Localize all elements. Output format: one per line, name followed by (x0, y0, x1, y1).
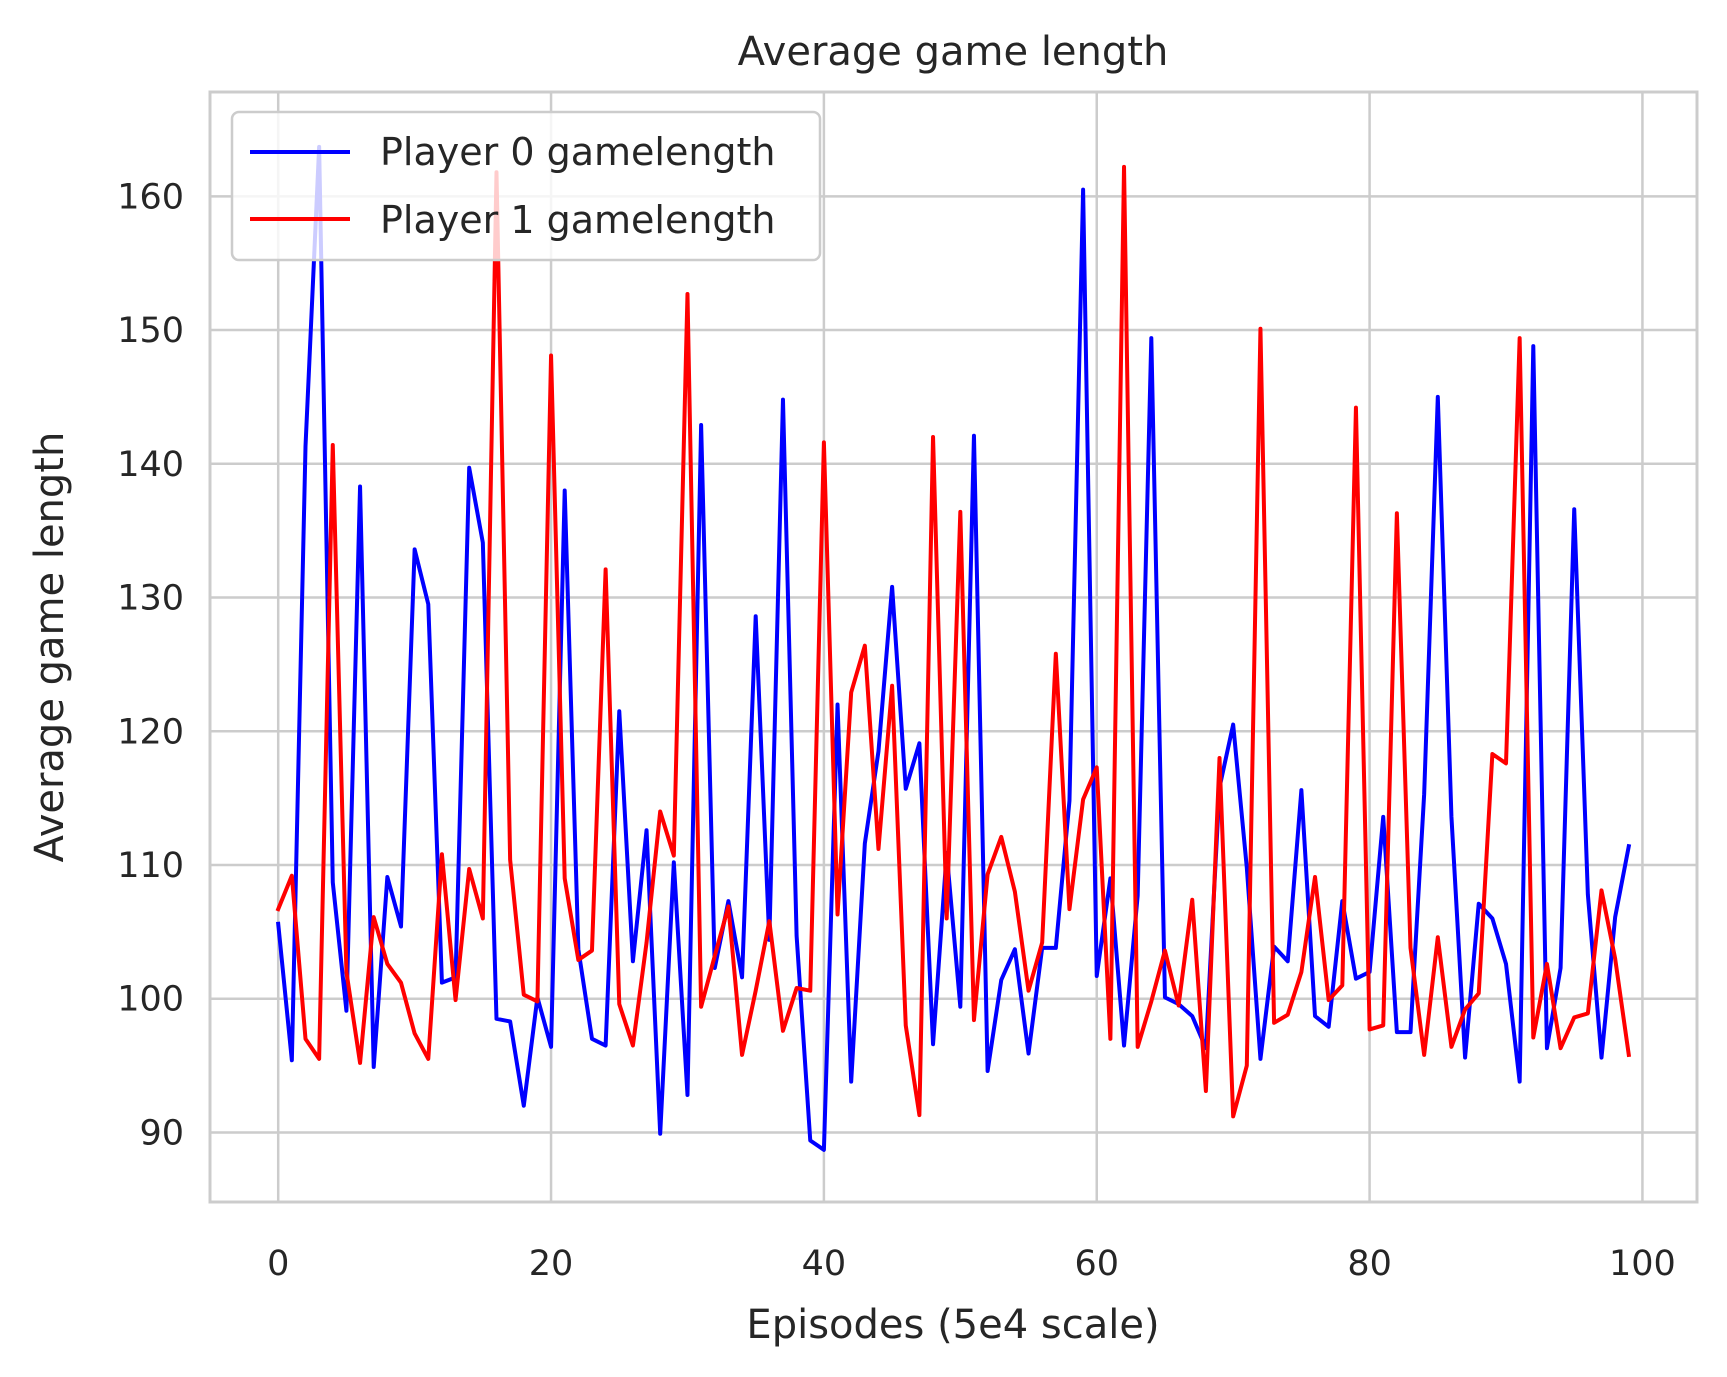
x-tick-labels: 0 20 40 60 80 100 (267, 1244, 1676, 1284)
series-lines (275, 144, 1632, 1152)
y-tick-label: 90 (139, 1113, 184, 1153)
series-line-player-0 (276, 144, 1632, 1152)
y-tick-labels: 90 100 110 120 130 140 150 160 (117, 177, 184, 1153)
series-line-player-1 (275, 164, 1632, 1119)
legend-box (230, 110, 822, 262)
x-tick-label: 0 (267, 1244, 289, 1284)
x-tick-label: 80 (1347, 1244, 1392, 1284)
legend-label-player-1: Player 1 gamelength (380, 198, 776, 242)
x-tick-label: 40 (802, 1244, 847, 1284)
legend-label-player-0: Player 0 gamelength (380, 130, 776, 174)
plot-frame (208, 90, 1699, 1204)
grid (210, 92, 1697, 1202)
y-tick-label: 120 (117, 712, 184, 752)
chart-title: Average game length (738, 29, 1169, 75)
y-tick-label: 160 (117, 177, 184, 217)
x-axis-label: Episodes (5e4 scale) (746, 1302, 1159, 1348)
y-tick-label: 150 (117, 311, 184, 351)
x-tick-label: 60 (1074, 1244, 1119, 1284)
y-tick-label: 130 (117, 579, 184, 619)
x-tick-label: 20 (529, 1244, 574, 1284)
y-tick-label: 110 (117, 846, 184, 886)
y-tick-label: 100 (117, 980, 184, 1020)
y-axis-label: Average game length (27, 432, 73, 863)
x-tick-label: 100 (1609, 1244, 1676, 1284)
legend: Player 0 gamelength Player 1 gamelength (230, 110, 822, 262)
y-tick-label: 140 (117, 445, 184, 485)
